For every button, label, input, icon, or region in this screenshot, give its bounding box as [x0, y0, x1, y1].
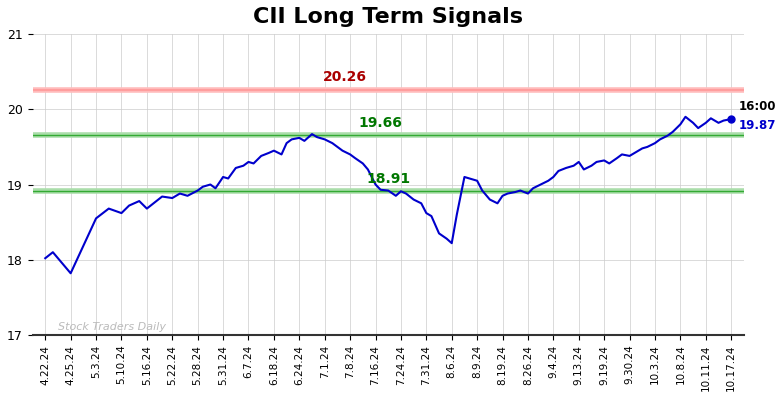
- Text: 18.91: 18.91: [366, 172, 410, 186]
- Text: 20.26: 20.26: [323, 70, 367, 84]
- Title: CII Long Term Signals: CII Long Term Signals: [253, 7, 523, 27]
- Text: 19.66: 19.66: [358, 115, 402, 130]
- Text: Stock Traders Daily: Stock Traders Daily: [58, 322, 166, 332]
- Text: 19.87: 19.87: [739, 119, 776, 132]
- Text: 16:00: 16:00: [739, 100, 776, 113]
